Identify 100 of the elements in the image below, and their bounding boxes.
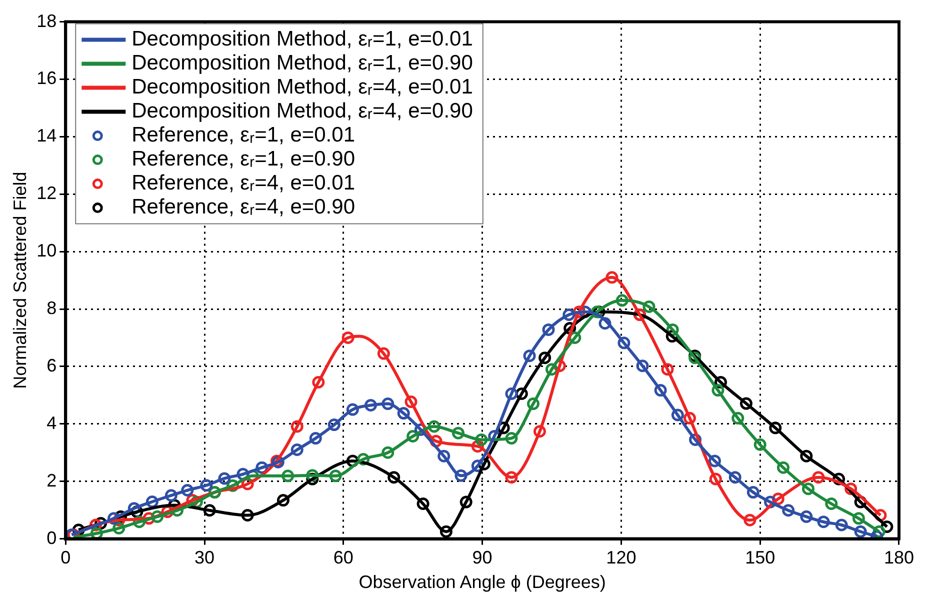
point bbox=[276, 494, 290, 507]
point bbox=[475, 433, 488, 446]
legend-label: Decomposition Method, εᵣ=4, e=0.90 bbox=[132, 100, 473, 123]
point bbox=[382, 398, 394, 410]
point bbox=[769, 422, 782, 434]
point bbox=[606, 271, 618, 284]
point bbox=[146, 496, 158, 508]
point bbox=[852, 512, 865, 525]
point bbox=[708, 454, 721, 468]
point bbox=[505, 388, 518, 400]
point bbox=[654, 384, 667, 397]
point bbox=[428, 420, 440, 433]
point bbox=[671, 408, 684, 422]
point bbox=[309, 432, 322, 445]
point bbox=[740, 397, 752, 410]
point bbox=[712, 384, 724, 397]
point bbox=[404, 396, 418, 408]
point bbox=[505, 432, 518, 445]
point bbox=[416, 498, 430, 510]
y-tick-label: 6 bbox=[46, 355, 57, 376]
x-tick-label: 30 bbox=[194, 548, 215, 568]
point bbox=[825, 498, 838, 510]
point bbox=[377, 347, 390, 360]
point bbox=[112, 522, 126, 534]
point bbox=[728, 471, 742, 484]
x-tick-label: 90 bbox=[472, 548, 492, 568]
point bbox=[364, 398, 377, 412]
point bbox=[454, 469, 468, 482]
point bbox=[800, 510, 813, 523]
point bbox=[342, 331, 354, 344]
point bbox=[438, 450, 450, 462]
point bbox=[203, 504, 216, 517]
point bbox=[817, 516, 830, 528]
legend-label: Reference, εᵣ=1, e=0.01 bbox=[132, 124, 356, 147]
legend-label: Reference, εᵣ=4, e=0.01 bbox=[132, 172, 356, 195]
point bbox=[452, 426, 464, 440]
point bbox=[854, 525, 867, 538]
point bbox=[397, 407, 410, 420]
point bbox=[709, 472, 722, 486]
point bbox=[329, 470, 342, 482]
legend-label: Reference, εᵣ=4, e=0.90 bbox=[132, 196, 356, 219]
point bbox=[642, 300, 656, 313]
point bbox=[460, 496, 472, 508]
point bbox=[776, 461, 790, 474]
point bbox=[616, 294, 628, 307]
point bbox=[523, 350, 536, 362]
y-tick-label: 8 bbox=[46, 298, 57, 318]
point bbox=[151, 510, 164, 523]
y-axis-title: Normalized Scattered Field bbox=[10, 172, 30, 389]
point bbox=[241, 509, 254, 522]
point bbox=[290, 420, 304, 433]
point bbox=[505, 471, 518, 484]
point bbox=[732, 412, 744, 424]
point bbox=[835, 518, 848, 532]
point bbox=[312, 376, 325, 389]
point bbox=[782, 504, 795, 517]
point bbox=[538, 352, 552, 364]
point bbox=[618, 336, 630, 350]
point bbox=[812, 471, 825, 484]
point bbox=[181, 484, 194, 497]
point bbox=[382, 446, 394, 459]
y-tick-label: 14 bbox=[36, 126, 57, 146]
legend-label: Decomposition Method, εᵣ=1, e=0.01 bbox=[132, 28, 473, 51]
point bbox=[346, 403, 359, 416]
point bbox=[200, 479, 213, 492]
point bbox=[636, 360, 649, 372]
y-tick-label: 18 bbox=[36, 10, 57, 31]
point bbox=[598, 317, 612, 330]
y-tick-label: 16 bbox=[36, 68, 57, 88]
point bbox=[526, 398, 540, 410]
point bbox=[562, 308, 576, 322]
legend-label: Decomposition Method, εᵣ=4, e=0.01 bbox=[132, 76, 473, 99]
x-axis-title: Observation Angle ϕ (Degrees) bbox=[358, 572, 606, 592]
point bbox=[754, 438, 766, 451]
x-tick-label: 60 bbox=[333, 548, 354, 568]
y-tick-label: 10 bbox=[36, 240, 57, 261]
y-tick-label: 0 bbox=[46, 528, 57, 548]
point bbox=[440, 525, 452, 538]
point bbox=[406, 430, 420, 443]
point bbox=[282, 470, 294, 482]
point bbox=[388, 471, 400, 484]
x-tick-label: 180 bbox=[884, 548, 914, 568]
point bbox=[744, 514, 756, 526]
x-tick-label: 0 bbox=[60, 548, 71, 568]
point bbox=[746, 486, 760, 499]
point bbox=[290, 444, 304, 456]
legend-label: Reference, εᵣ=1, e=0.90 bbox=[132, 148, 356, 171]
point bbox=[328, 418, 340, 432]
point bbox=[802, 482, 814, 496]
point bbox=[800, 450, 813, 462]
point bbox=[542, 323, 555, 336]
y-tick-label: 4 bbox=[46, 412, 57, 433]
point bbox=[546, 363, 558, 376]
point bbox=[218, 472, 231, 485]
point bbox=[90, 527, 103, 539]
point bbox=[661, 363, 674, 376]
x-tick-label: 120 bbox=[606, 548, 636, 568]
point bbox=[164, 489, 178, 502]
x-tick-label: 150 bbox=[745, 548, 776, 568]
point bbox=[533, 425, 546, 438]
